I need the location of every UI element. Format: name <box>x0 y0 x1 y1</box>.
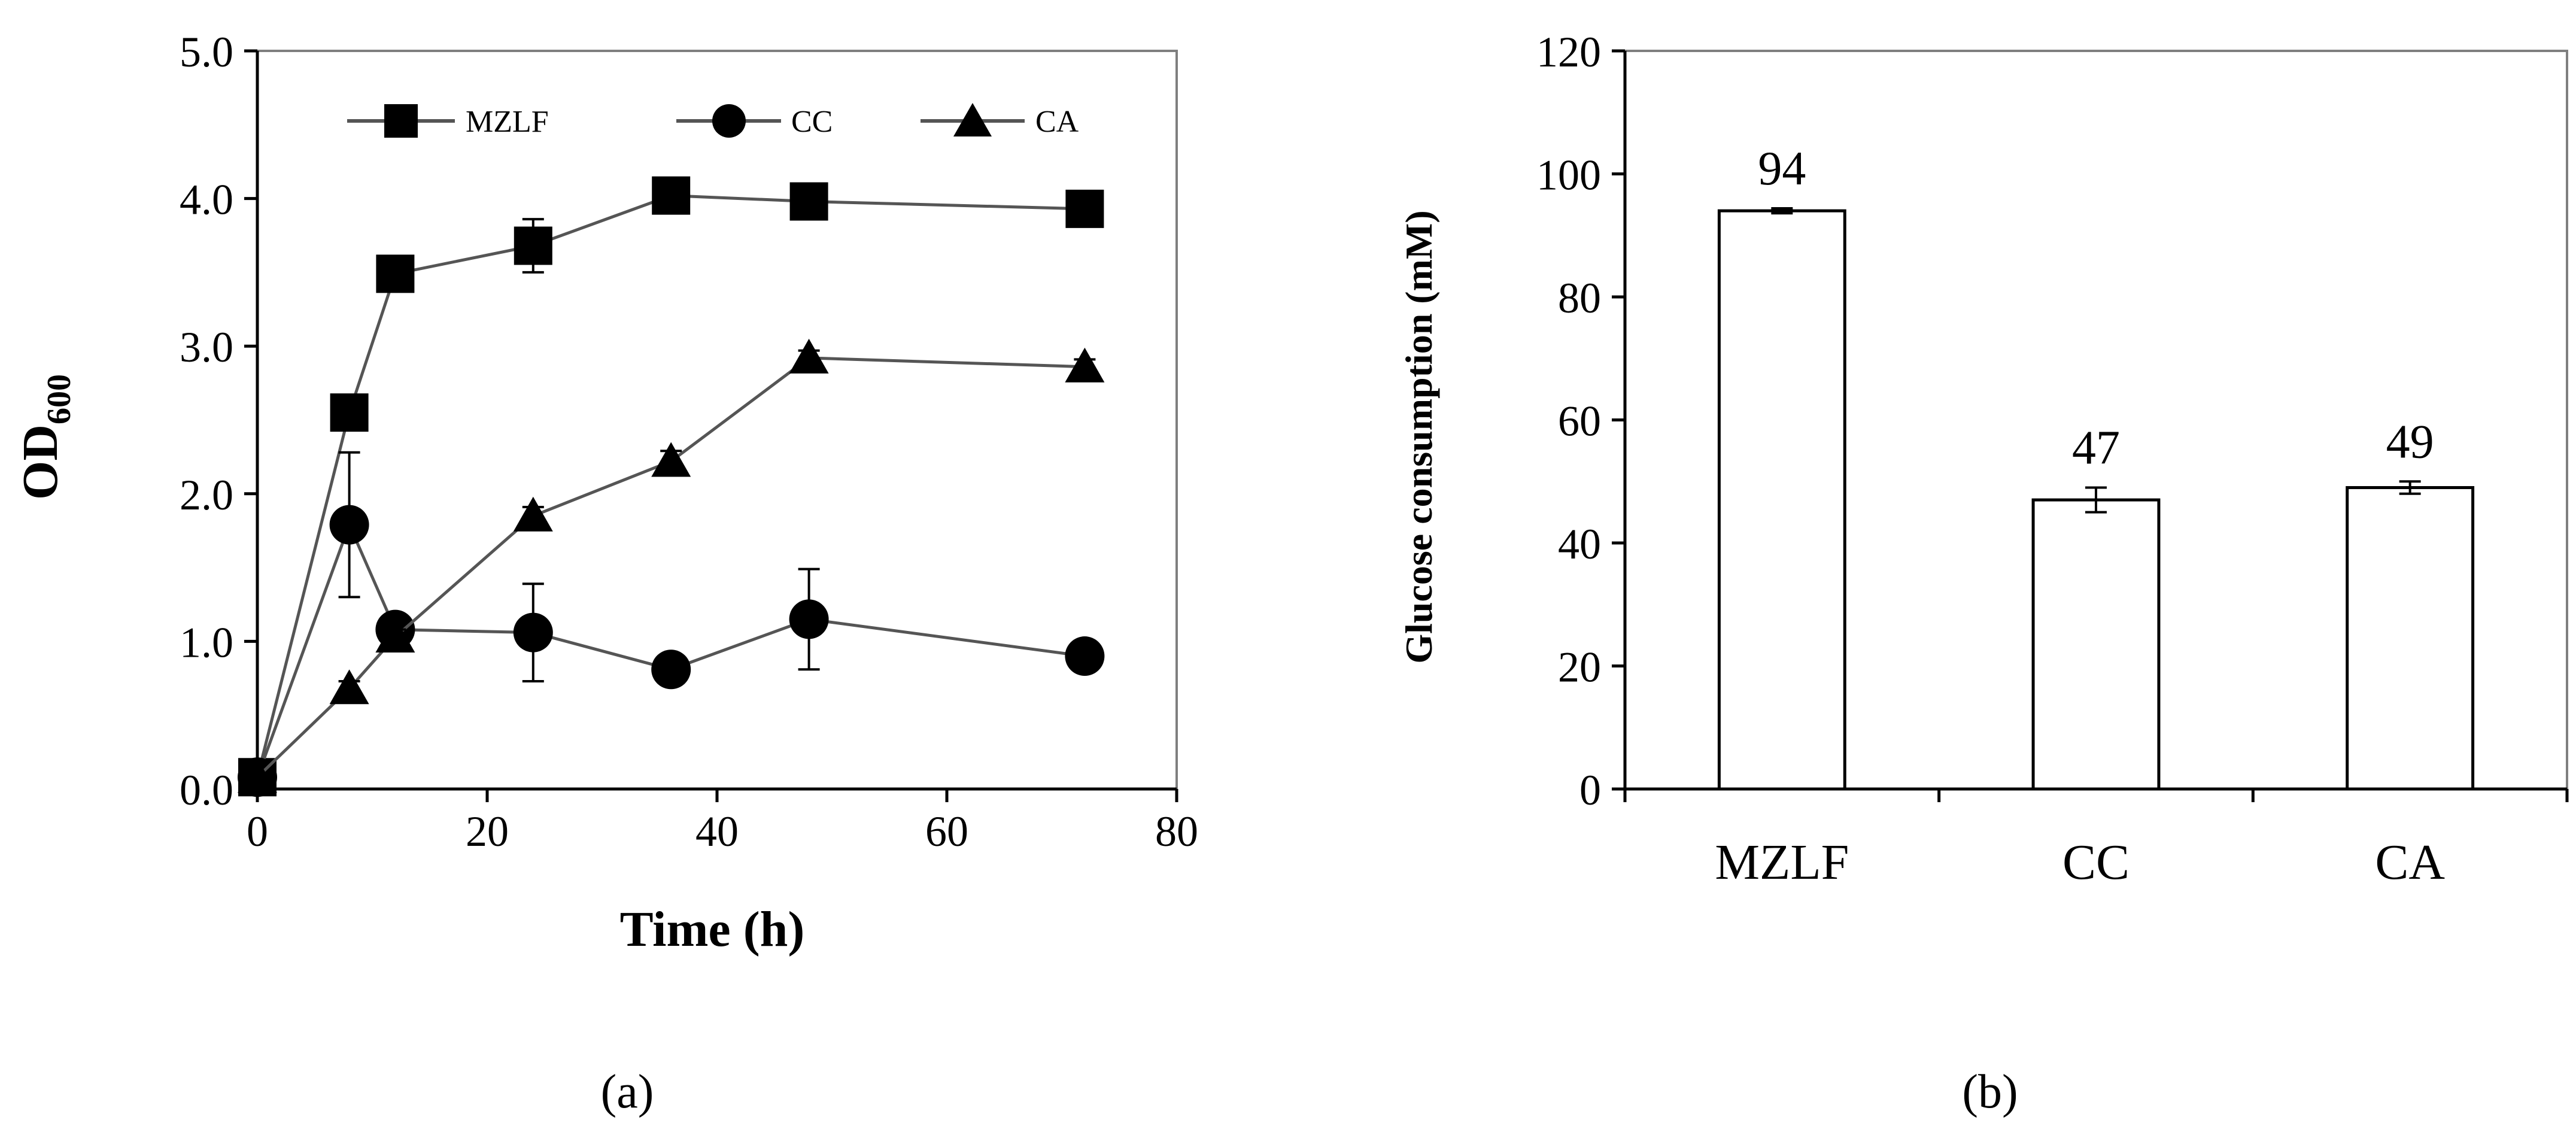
bar-group-mzlf: 94 MZLF <box>1715 142 1849 890</box>
legend-label-cc: CC <box>791 105 833 139</box>
data-point-square <box>1065 189 1104 228</box>
legend-triangle-marker <box>953 103 992 136</box>
data-point-square <box>330 393 369 432</box>
bar-group-ca: 49 CA <box>2346 415 2475 890</box>
panel-b-caption: (b) <box>1962 1066 2018 1118</box>
data-point-triangle <box>329 669 369 705</box>
series-ca <box>238 338 1105 793</box>
panel-a: 0.01.02.03.04.05.0 0 20 40 60 80 MZLF CC CA … <box>13 28 1198 1118</box>
x-tick-label: 60 <box>925 808 968 855</box>
panel-b-x-ticks <box>1623 789 2569 802</box>
data-point-circle <box>789 599 829 639</box>
data-point-circle <box>1065 636 1105 676</box>
panel-b-bars: 94 MZLF 47 CC 49 CA <box>1715 142 2475 890</box>
y-tick-label: 3.0 <box>180 323 233 371</box>
y-label-subscript: 600 <box>41 374 78 424</box>
x-tick-label: 80 <box>1155 808 1198 855</box>
y-tick-label: 4.0 <box>180 176 233 224</box>
data-point-triangle <box>1065 347 1105 383</box>
y-tick-label: 20 <box>1558 644 1601 691</box>
data-point-triangle <box>375 618 415 653</box>
y-tick-label: 80 <box>1558 274 1601 322</box>
bar-group-cc: 47 CC <box>2031 422 2161 890</box>
data-point-circle <box>513 612 553 653</box>
category-label: CC <box>2062 834 2130 890</box>
legend-entry-cc: CC <box>676 104 833 139</box>
bar-ca <box>2346 486 2475 791</box>
y-tick-label: 0.0 <box>180 766 233 814</box>
panel-b-y-ticks: 0 20 40 60 80 100 120 <box>1536 28 1625 814</box>
panel-a-x-ticks: 0 20 40 60 80 <box>247 789 1198 855</box>
panel-a-legend: MZLF CC CA <box>347 103 1079 139</box>
category-label: MZLF <box>1715 834 1849 890</box>
y-tick-label: 1.0 <box>180 618 233 666</box>
x-tick-label: 20 <box>466 808 509 855</box>
panel-a-x-axis-label: Time (h) <box>620 902 805 957</box>
panel-a-series <box>238 176 1105 797</box>
legend-entry-mzlf: MZLF <box>347 104 549 139</box>
y-tick-label: 120 <box>1536 28 1601 76</box>
y-tick-label: 60 <box>1558 397 1601 445</box>
y-tick-label: 0 <box>1579 766 1601 814</box>
bar-value-label: 49 <box>2386 415 2434 468</box>
category-label: CA <box>2375 834 2445 890</box>
legend-label-mzlf: MZLF <box>466 105 549 139</box>
panel-b-y-axis-label: Glucose consumption (mM) <box>1398 210 1440 663</box>
data-point-square <box>514 226 552 265</box>
data-point-square <box>789 182 828 221</box>
legend-circle-marker <box>712 104 746 138</box>
legend-label-ca: CA <box>1035 105 1079 139</box>
bar-value-label: 47 <box>2072 422 2120 475</box>
y-tick-label: 40 <box>1558 520 1601 568</box>
bar-value-label: 94 <box>1758 142 1806 195</box>
panel-b: 0 20 40 60 80 100 120 94 MZLF 47 CC 49 CA Glucose c… <box>1398 28 2569 1118</box>
x-tick-label: 40 <box>695 808 739 855</box>
legend-square-marker <box>384 104 418 138</box>
data-point-triangle <box>789 338 829 374</box>
x-tick-label: 0 <box>247 808 268 855</box>
data-point-square <box>376 254 415 293</box>
data-point-square <box>652 176 691 215</box>
y-tick-label: 100 <box>1536 151 1601 199</box>
panel-a-y-axis-label: OD600 <box>13 374 78 500</box>
panel-a-y-ticks: 0.0 1.0 2.0 3.0 4.0 5.0 <box>180 28 257 814</box>
legend-entry-ca: CA <box>921 103 1079 139</box>
data-point-triangle <box>238 758 277 793</box>
y-tick-label: 2.0 <box>180 471 233 519</box>
panel-a-caption: (a) <box>601 1066 654 1118</box>
data-point-circle <box>651 650 691 690</box>
bar-mzlf <box>1717 209 1846 791</box>
y-label-main: OD <box>13 424 68 500</box>
bar-cc <box>2031 498 2161 791</box>
data-point-circle <box>329 505 369 545</box>
data-point-triangle <box>513 496 553 532</box>
y-tick-label: 5.0 <box>180 28 233 76</box>
data-point-triangle <box>651 442 691 477</box>
